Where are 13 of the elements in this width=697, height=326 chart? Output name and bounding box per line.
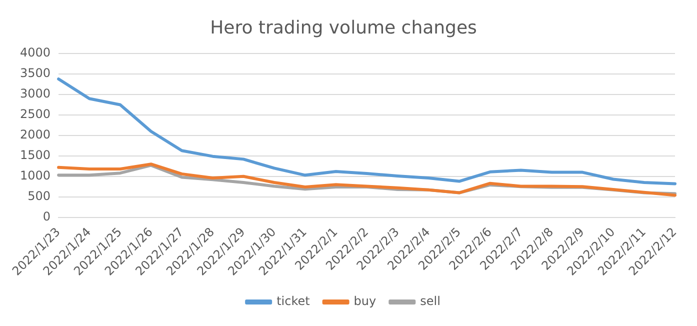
legend-label: sell	[420, 294, 440, 308]
y-tick-label: 500	[28, 188, 51, 203]
chart-title: Hero trading volume changes	[210, 17, 477, 38]
y-tick-label: 3000	[20, 86, 51, 101]
y-tick-label: 2500	[20, 107, 51, 122]
y-tick-label: 2000	[20, 128, 51, 142]
y-tick-label: 0	[42, 209, 51, 224]
y-tick-label: 3500	[20, 66, 51, 80]
y-tick-label: 4000	[20, 46, 51, 60]
y-tick-label: 1000	[20, 168, 51, 183]
legend-label: buy	[354, 294, 376, 308]
y-tick-label: 1500	[20, 148, 51, 162]
legend-label: ticket	[276, 294, 310, 308]
